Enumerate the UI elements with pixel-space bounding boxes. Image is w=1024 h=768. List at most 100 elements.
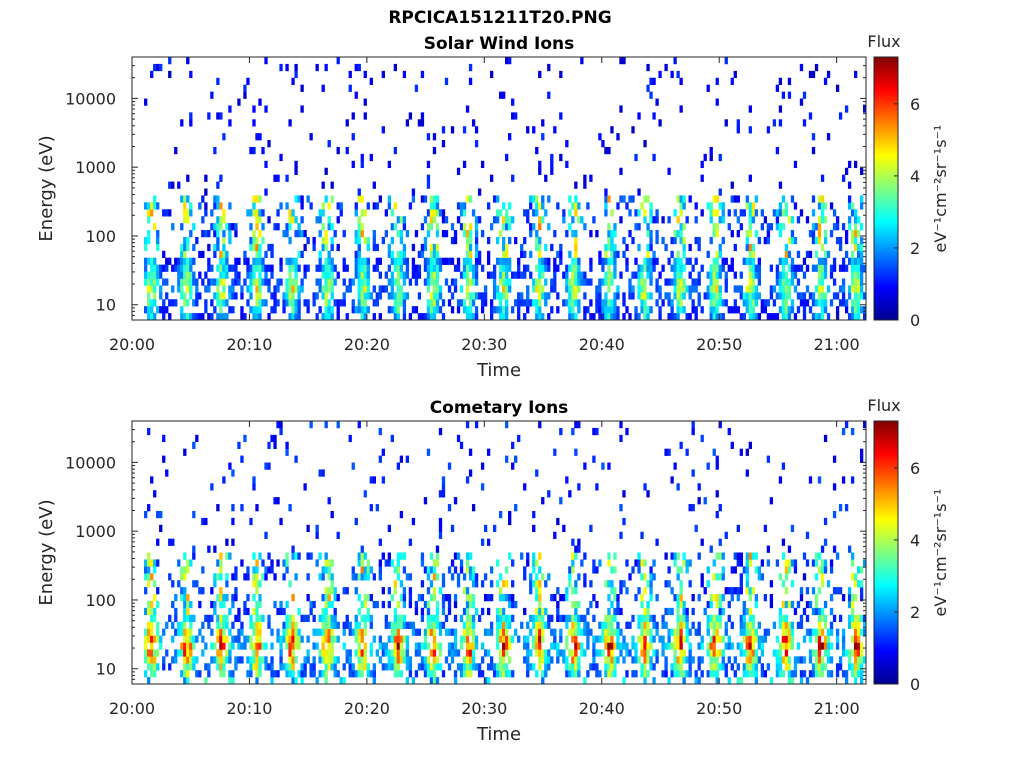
spectrogram-cell	[823, 517, 828, 526]
spectrogram-cell	[432, 257, 437, 265]
spectrogram-cell	[327, 656, 331, 664]
spectrogram-cell	[444, 628, 449, 636]
spectrogram-cell	[264, 566, 268, 574]
spectrogram-cell	[279, 202, 283, 210]
spectrogram-cell	[255, 504, 259, 512]
spectrogram-cell	[360, 573, 364, 581]
spectrogram-cell	[850, 670, 855, 678]
spectrogram-cell	[225, 313, 229, 321]
spectrogram-cell	[547, 195, 551, 203]
spectrogram-cell	[387, 250, 392, 259]
spectrogram-cell	[327, 614, 331, 623]
spectrogram-cell	[432, 559, 437, 567]
spectrogram-cell	[688, 663, 692, 671]
spectrogram-cell	[670, 670, 674, 678]
spectrogram-cell	[423, 642, 428, 650]
spectrogram-cell	[691, 594, 695, 602]
spectrogram-cell	[144, 98, 148, 106]
spectrogram-cell	[201, 216, 205, 224]
spectrogram-cell	[417, 628, 422, 636]
spectrogram-cell	[676, 628, 680, 636]
spectrogram-cell	[637, 292, 641, 300]
spectrogram-cell	[363, 621, 367, 629]
spectrogram-cell	[820, 216, 825, 224]
spectrogram-cell	[168, 573, 172, 581]
spectrogram-cell	[228, 552, 232, 560]
spectrogram-cell	[760, 559, 765, 567]
spectrogram-cell	[541, 292, 545, 300]
spectrogram-cell	[817, 656, 822, 664]
spectrogram-cell	[769, 264, 774, 272]
spectrogram-cell	[297, 264, 301, 272]
spectrogram-cell	[294, 573, 298, 581]
spectrogram-cell	[604, 628, 608, 636]
spectrogram-cell	[234, 573, 238, 581]
spectrogram-cell	[583, 271, 587, 279]
spectrogram-cell	[745, 670, 749, 678]
spectrogram-cell	[183, 236, 187, 245]
spectrogram-cell	[288, 621, 292, 629]
spectrogram-cell	[462, 126, 467, 134]
spectrogram-cell	[330, 223, 334, 231]
spectrogram-cell	[369, 670, 373, 678]
spectrogram-cell	[351, 670, 355, 678]
spectrogram-cell	[447, 649, 452, 657]
spectrogram-cell	[691, 299, 695, 307]
spectrogram-cell	[249, 271, 253, 279]
spectrogram-cell	[766, 126, 771, 134]
spectrogram-cell	[658, 313, 662, 321]
spectrogram-cell	[673, 594, 677, 602]
spectrogram-cell	[649, 209, 653, 217]
spectrogram-cell	[276, 299, 280, 307]
spectrogram-cell	[709, 635, 713, 643]
spectrogram-cell	[565, 656, 569, 664]
spectrogram-cell	[378, 573, 382, 581]
spectrogram-cell	[610, 278, 614, 286]
spectrogram-cell	[610, 670, 614, 678]
spectrogram-cell	[354, 517, 358, 526]
x-tick-label: 20:20	[344, 699, 390, 718]
spectrogram-cell	[432, 594, 437, 602]
spectrogram-cell	[844, 421, 849, 429]
spectrogram-cell	[787, 621, 792, 629]
spectrogram-cell	[165, 209, 169, 217]
spectrogram-cell	[505, 271, 509, 279]
spectrogram-cell	[766, 455, 771, 463]
spectrogram-cell	[565, 271, 569, 279]
spectrogram-cell	[219, 223, 223, 231]
spectrogram-cell	[357, 243, 361, 252]
spectrogram-cell	[508, 600, 512, 609]
spectrogram-cell	[264, 531, 268, 539]
spectrogram-cell	[285, 635, 289, 643]
spectrogram-cell	[601, 140, 605, 148]
spectrogram-cell	[231, 621, 235, 629]
spectrogram-cell	[697, 663, 701, 671]
spectrogram-cell	[369, 504, 373, 512]
spectrogram-cell	[462, 628, 467, 636]
spectrogram-cell	[622, 292, 626, 300]
spectrogram-cell	[195, 580, 199, 588]
spectrogram-cell	[414, 306, 419, 314]
spectrogram-cell	[727, 677, 731, 685]
spectrogram-cell	[465, 600, 470, 609]
spectrogram-cell	[859, 656, 864, 664]
spectrogram-cell	[622, 195, 626, 203]
spectrogram-cell	[505, 209, 509, 217]
spectrogram-cell	[258, 663, 262, 671]
spectrogram-cell	[607, 243, 611, 252]
spectrogram-cell	[366, 202, 370, 210]
spectrogram-cell	[294, 278, 298, 286]
spectrogram-cell	[595, 663, 599, 671]
spectrogram-cell	[709, 278, 713, 286]
spectrogram-cell	[321, 181, 325, 189]
spectrogram-cell	[186, 271, 190, 279]
spectrogram-cell	[453, 670, 458, 678]
spectrogram-cell	[832, 257, 837, 265]
spectrogram-cell	[333, 635, 337, 643]
spectrogram-cell	[258, 600, 262, 609]
spectrogram-cell	[201, 278, 205, 286]
spectrogram-cell	[754, 285, 759, 293]
spectrogram-cell	[180, 285, 184, 293]
spectrogram-cell	[763, 299, 768, 307]
spectrogram-cell	[502, 313, 506, 321]
